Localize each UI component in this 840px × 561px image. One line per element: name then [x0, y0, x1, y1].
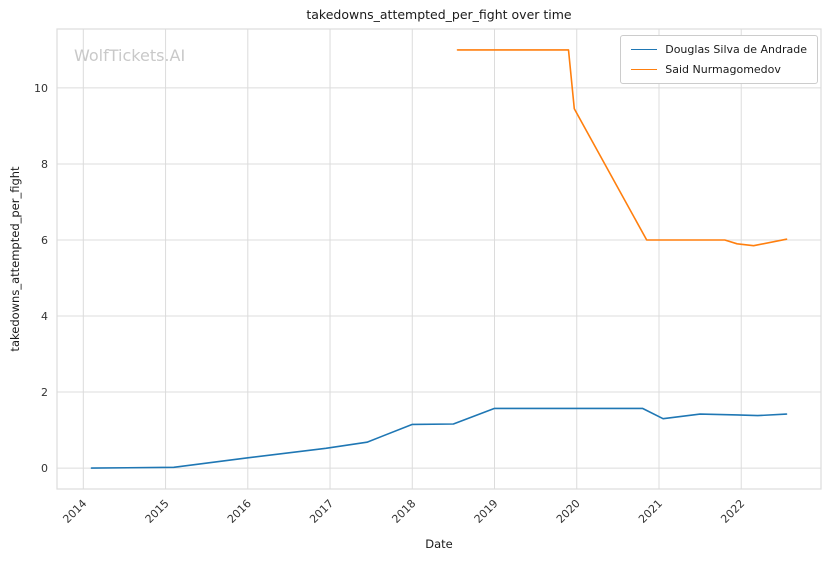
series-line-0 [90, 407, 788, 469]
legend-swatch [631, 69, 658, 70]
chart-title: takedowns_attempted_per_fight over time [306, 7, 572, 22]
y-tick-label: 10 [34, 82, 48, 95]
y-tick-label: 6 [41, 234, 48, 247]
legend-entry: Said Nurmagomedov [631, 63, 807, 76]
x-axis-label: Date [425, 537, 453, 551]
plot-border [56, 28, 822, 490]
x-tick-label: 2017 [307, 497, 336, 526]
x-tick-label: 2022 [718, 497, 747, 526]
y-tick-label: 0 [41, 462, 48, 475]
legend-swatch [631, 49, 658, 50]
legend-label: Douglas Silva de Andrade [665, 43, 807, 56]
y-tick-label: 8 [41, 158, 48, 171]
x-tick-label: 2020 [554, 497, 583, 526]
x-tick-label: 2016 [225, 497, 254, 526]
x-tick-label: 2019 [472, 497, 501, 526]
y-axis-label: takedowns_attempted_per_fight [8, 166, 22, 352]
legend-label: Said Nurmagomedov [665, 63, 781, 76]
legend: Douglas Silva de Andrade Said Nurmagomedo… [620, 35, 818, 84]
x-tick-label: 2018 [389, 497, 418, 526]
legend-entry: Douglas Silva de Andrade [631, 43, 807, 56]
x-tick-label: 2014 [60, 497, 89, 526]
x-tick-label: 2015 [143, 497, 172, 526]
watermark: WolfTickets.AI [74, 46, 186, 65]
x-tick-label: 2021 [636, 497, 665, 526]
y-tick-label: 4 [41, 310, 48, 323]
y-tick-label: 2 [41, 386, 48, 399]
series-line-1 [456, 49, 788, 247]
